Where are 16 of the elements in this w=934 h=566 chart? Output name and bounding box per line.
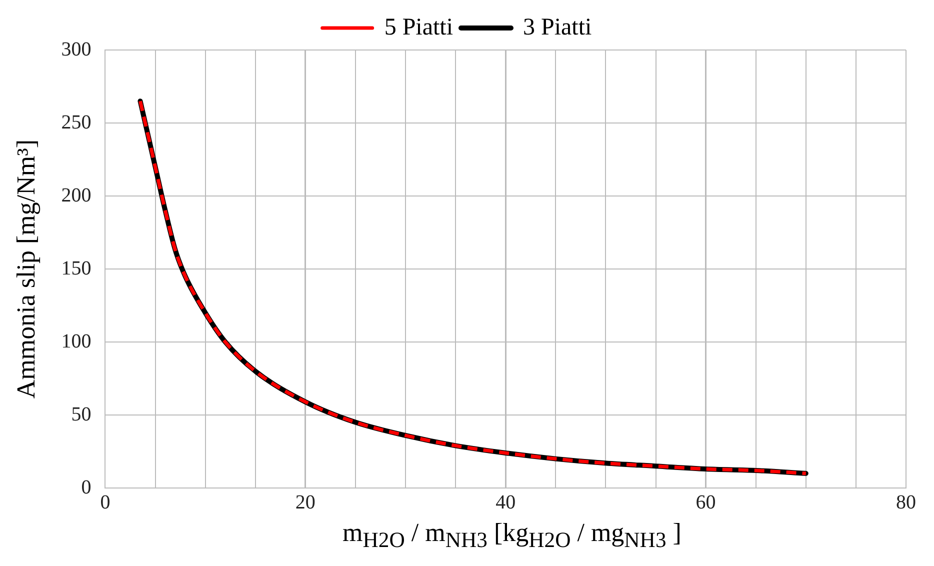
y-tick-label: 150	[61, 257, 92, 280]
y-tick-label: 50	[71, 403, 92, 426]
x-tick-label: 40	[496, 491, 516, 514]
y-axis-title: Ammonia slip [mg/Nm³]	[11, 139, 40, 399]
legend-label: 3 Piatti	[523, 14, 592, 40]
x-tick-label: 20	[295, 491, 316, 514]
y-tick-label: 300	[61, 38, 92, 60]
x-tick-label: 0	[100, 491, 110, 514]
x-tick-label: 60	[696, 491, 716, 514]
legend-label: 5 Piatti	[384, 14, 454, 40]
y-tick-label: 250	[61, 111, 92, 134]
y-tick-label: 100	[61, 330, 92, 352]
y-tick-label: 0	[81, 476, 92, 498]
x-tick-label: 80	[896, 491, 916, 514]
y-tick-label: 200	[61, 184, 92, 206]
text: m$_{H2O}$ / m$_{NH3}$ [kg$_{H2O}$ / mg$_{NH3}$ ]	[342, 518, 682, 552]
